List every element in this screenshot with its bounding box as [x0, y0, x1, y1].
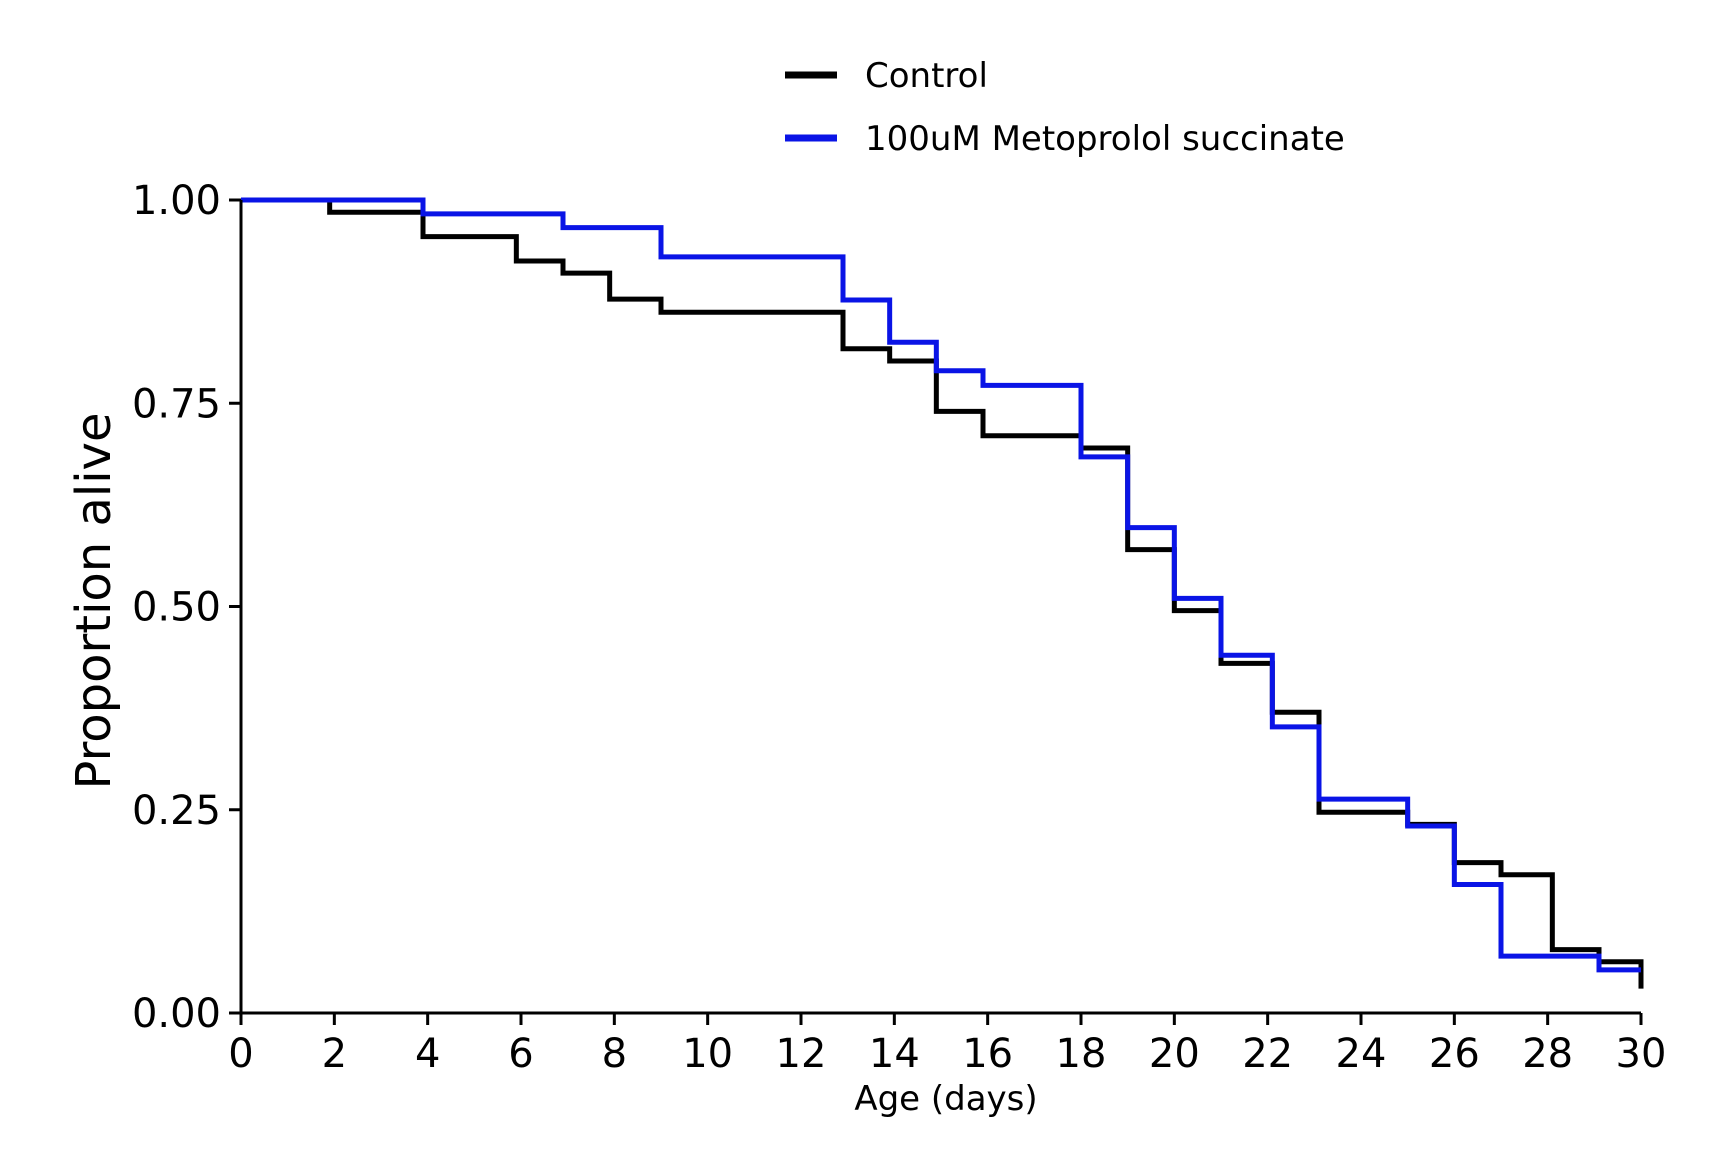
x-tick-label: 24	[1336, 1031, 1387, 1077]
y-tick-label: 1.00	[132, 178, 221, 224]
y-tick-label: 0.50	[132, 585, 221, 631]
x-tick-label: 26	[1429, 1031, 1480, 1077]
x-tick-label: 16	[962, 1031, 1013, 1077]
series-line-metoprolol	[241, 197, 1641, 973]
x-tick-label: 12	[776, 1031, 827, 1077]
x-tick-label: 14	[869, 1031, 920, 1077]
x-tick-label: 20	[1149, 1031, 1200, 1077]
legend: Control 100uM Metoprolol succinate	[785, 56, 1345, 159]
y-tick-label: 0.75	[132, 381, 221, 427]
x-tick-label: 6	[508, 1031, 533, 1077]
x-axis-title: Age (days)	[854, 1079, 1037, 1119]
x-tick-label: 30	[1616, 1031, 1667, 1077]
series-line-control	[241, 197, 1644, 989]
y-tick-label: 0.00	[132, 991, 221, 1037]
x-tick-label: 18	[1056, 1031, 1107, 1077]
x-tick-label: 2	[322, 1031, 347, 1077]
x-tick-label: 4	[415, 1031, 440, 1077]
y-tick-label: 0.25	[132, 788, 221, 834]
x-tick-label: 22	[1242, 1031, 1293, 1077]
x-tick-label: 10	[682, 1031, 733, 1077]
series-layer	[241, 197, 1644, 989]
x-axis-ticks: 0 2 4 6 8 10 12 14 16 18 20 22 24 26 28 30	[228, 1013, 1666, 1077]
x-tick-label: 8	[602, 1031, 627, 1077]
y-axis-title: Proportion alive	[66, 413, 122, 790]
x-tick-label: 0	[228, 1031, 253, 1077]
legend-label: 100uM Metoprolol succinate	[865, 119, 1345, 159]
x-tick-label: 28	[1522, 1031, 1573, 1077]
y-axis-ticks: 0.00 0.25 0.50 0.75 1.00	[132, 178, 241, 1037]
legend-label: Control	[865, 56, 988, 96]
